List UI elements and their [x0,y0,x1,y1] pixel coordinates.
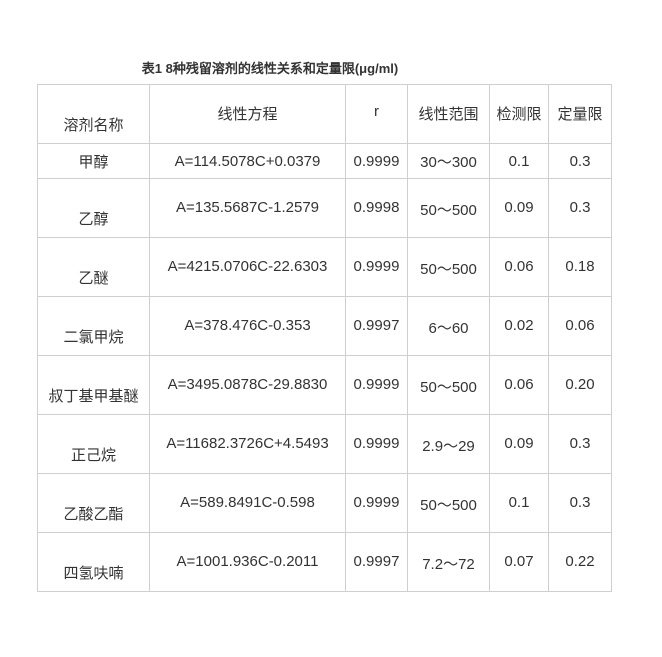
table-cell: 2.9～29 [407,414,490,474]
table-cell: 0.9999 [345,355,408,415]
table-cell: 0.1 [489,473,549,533]
table-row: 四氢呋喃 A=1001.936C-0.2011 0.9997 7.2～72 0.07 0.… [37,532,612,592]
table-cell: 0.9999 [345,143,408,179]
table-cell: 0.3 [548,143,612,179]
table-cell: 0.3 [548,178,612,238]
table-cell: 0.02 [489,296,549,356]
table-cell: A=3495.0878C-29.8830 [149,355,346,415]
header-cell: 线性方程 [149,84,346,144]
solvent-name-cell: 正己烷 [37,414,150,474]
table-cell: 0.06 [548,296,612,356]
table-cell: A=114.5078C+0.0379 [149,143,346,179]
table-cell: A=135.5687C-1.2579 [149,178,346,238]
table-cell: 30～300 [407,143,490,179]
table-title: 表1 8种残留溶剂的线性关系和定量限(μg/ml) [141,61,399,76]
header-cell: r [345,84,408,144]
table-cell: 0.9997 [345,532,408,592]
table-cell: 0.1 [489,143,549,179]
solvent-name-cell: 乙酸乙酯 [37,473,150,533]
table-cell: 0.9999 [345,237,408,297]
table-cell: 0.06 [489,237,549,297]
table-cell: 50～500 [407,355,490,415]
header-cell: 溶剂名称 [37,84,150,144]
table-row: 乙醚 A=4215.0706C-22.6303 0.9999 50～500 0.06 0.… [37,237,612,297]
table-row: 甲醇 A=114.5078C+0.0379 0.9999 30～300 0.1 0.3 [37,143,612,179]
table-row: 乙酸乙酯 A=589.8491C-0.598 0.9999 50～500 0.1 0.3 [37,473,612,533]
table-cell: 0.07 [489,532,549,592]
table-cell: A=1001.936C-0.2011 [149,532,346,592]
table-cell: 7.2～72 [407,532,490,592]
solvent-name-cell: 叔丁基甲基醚 [37,355,150,415]
table-cell: 50～500 [407,178,490,238]
table-cell: 0.9999 [345,473,408,533]
solvent-name-cell: 二氯甲烷 [37,296,150,356]
table-cell: 0.9999 [345,414,408,474]
header-cell: 线性范围 [407,84,490,144]
table-cell: 0.3 [548,473,612,533]
table-row: 叔丁基甲基醚 A=3495.0878C-29.8830 0.9999 50～500 0.… [37,355,612,415]
table-row: 正己烷 A=11682.3726C+4.5493 0.9999 2.9～29 0.09 0… [37,414,612,474]
table-cell: 0.09 [489,178,549,238]
table-cell: 50～500 [407,473,490,533]
solvent-name-cell: 甲醇 [37,143,150,179]
table-cell: A=4215.0706C-22.6303 [149,237,346,297]
table-cell: A=589.8491C-0.598 [149,473,346,533]
header-row: 溶剂名称 线性方程 r 线性范围 检测限 定量限 [37,84,612,144]
solvent-name-cell: 乙醇 [37,178,150,238]
table-cell: 0.20 [548,355,612,415]
table-cell: 0.18 [548,237,612,297]
table-row: 乙醇 A=135.5687C-1.2579 0.9998 50～500 0.09 0.3 [37,178,612,238]
table-cell: 0.9998 [345,178,408,238]
solvent-table: 溶剂名称 线性方程 r 线性范围 检测限 定量限 甲醇 A=114.5078C+0… [37,84,612,592]
table-cell: 0.09 [489,414,549,474]
table-cell: 6～60 [407,296,490,356]
solvent-name-cell: 四氢呋喃 [37,532,150,592]
table-cell: 0.22 [548,532,612,592]
table-cell: 0.06 [489,355,549,415]
header-cell: 检测限 [489,84,549,144]
solvent-name-cell: 乙醚 [37,237,150,297]
table-cell: 0.9997 [345,296,408,356]
table-cell: 0.3 [548,414,612,474]
table-cell: 50～500 [407,237,490,297]
header-cell: 定量限 [548,84,612,144]
table-cell: A=378.476C-0.353 [149,296,346,356]
table-cell: A=11682.3726C+4.5493 [149,414,346,474]
table-row: 二氯甲烷 A=378.476C-0.353 0.9997 6～60 0.02 0.06 [37,296,612,356]
